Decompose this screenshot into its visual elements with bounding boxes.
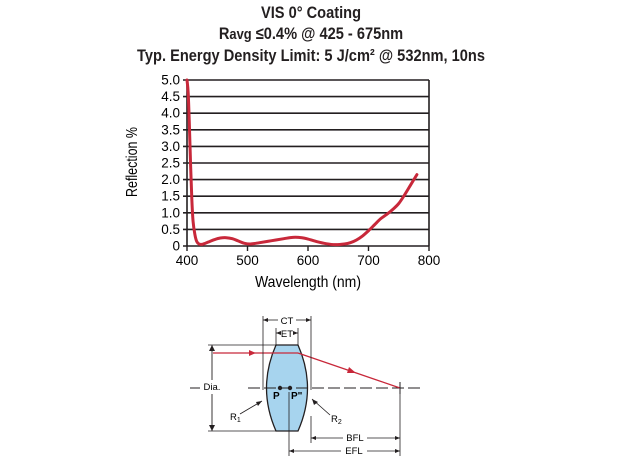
label-p: P [273,391,280,402]
chart-title: VIS 0° Coating [260,3,362,22]
bfl-arrow-right [395,436,400,440]
reflection-curve [185,78,419,247]
bfl-arrow-left [311,436,316,440]
dia-label-bg [200,380,224,394]
x-axis-label: Wavelength (nm) [255,274,361,291]
ravg-symbol: R [218,24,230,43]
chart-title-block: VIS 0° Coating Ravg ≤0.4% @ 425 - 675nm … [0,2,622,66]
chart-subtitle-ravg: Ravg ≤0.4% @ 425 - 675nm [44,23,579,45]
ct-arrow-left [263,318,268,322]
x-tick-label: 800 [418,253,441,268]
dia-arrow-bottom [209,425,215,431]
ray-arrow-1 [249,350,256,356]
chart-subtitle-energy: Typ. Energy Density Limit: 5 J/cm² @ 532… [137,46,485,65]
principal-point-p-prime [287,385,293,391]
x-tick-label: 400 [176,253,199,268]
label-r2: R2 [331,414,342,426]
label-bfl: BFL [346,433,363,444]
y-tick-label: 3.0 [161,139,180,154]
y-tick-label: 4.0 [161,106,180,121]
y-tick-label: 3.5 [161,122,180,137]
y-tick-label: 1.0 [161,205,180,220]
y-tick-labels: 0 0.5 1.01.5 2.02.5 3.0 3.54.0 4.55.0 [161,73,180,254]
label-p-prime: P" [291,391,303,402]
chart-grid [183,79,430,251]
label-r1: R1 [230,412,241,424]
ray-arrow-2 [347,367,356,373]
y-tick-label: 5.0 [161,73,180,88]
y-tick-label: 2.5 [161,156,180,171]
y-tick-label: 0.5 [161,222,180,237]
efl-arrow-right [395,449,400,453]
y-axis-label: Reflection % [124,127,141,197]
label-dia: Dia. [204,382,221,393]
x-tick-label: 500 [236,253,259,268]
x-tick-label: 600 [297,253,320,268]
ravg-spec: ≤0.4% @ 425 - 675nm [255,24,404,43]
dia-arrow-top [209,345,215,351]
r2-arrow [312,399,318,405]
principal-point-p [277,385,283,391]
ravg-subscript: avg [229,26,252,43]
label-et: ET [281,329,293,340]
efl-arrow-left [289,449,294,453]
et-arrow-left [276,331,281,335]
lens-diagram: P P" Dia. CT ET R1 [190,316,420,457]
label-efl: EFL [345,446,362,457]
label-ct: CT [281,316,294,327]
y-tick-label: 0 [172,239,180,254]
y-tick-label: 1.5 [161,189,180,204]
r1-arrow [256,401,262,406]
ct-arrow-right [306,318,311,322]
x-tick-label: 700 [357,253,380,268]
efl-label-bg [341,444,367,456]
x-tick-labels: 400 500 600 700 800 [176,253,441,268]
bfl-label-bg [343,431,367,443]
y-tick-label: 2.0 [161,172,180,187]
y-tick-label: 4.5 [161,89,180,104]
et-label-bg [279,327,295,339]
et-arrow-right [293,331,298,335]
